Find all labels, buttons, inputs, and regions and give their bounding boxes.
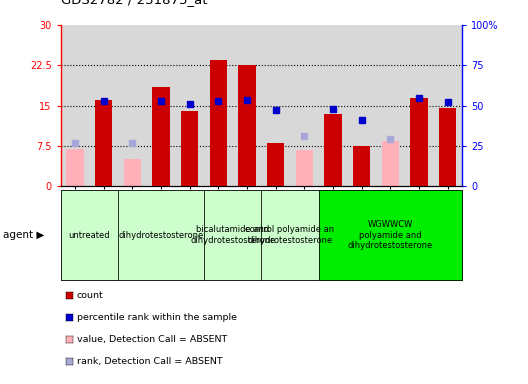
Bar (376, 25, 404, 186)
Text: untreated: untreated (69, 231, 110, 240)
Bar (433, 25, 462, 186)
Text: GDS2782 / 231875_at: GDS2782 / 231875_at (61, 0, 207, 6)
Bar (296, 150, 313, 186)
Text: agent ▶: agent ▶ (3, 230, 44, 240)
Text: WGWWCW
polyamide and
dihydrotestosterone: WGWWCW polyamide and dihydrotestosterone (348, 220, 433, 250)
Text: count: count (77, 291, 103, 300)
Bar (261, 190, 319, 280)
Bar (439, 108, 456, 186)
Bar (239, 65, 256, 186)
Bar (290, 25, 319, 186)
Bar (124, 159, 141, 186)
Bar (267, 143, 284, 186)
Text: control polyamide an
dihydrotestosterone: control polyamide an dihydrotestosterone (246, 225, 335, 245)
Text: value, Detection Call = ABSENT: value, Detection Call = ABSENT (77, 335, 227, 344)
Bar (204, 190, 261, 280)
Bar (233, 25, 261, 186)
Bar (204, 25, 233, 186)
Text: percentile rank within the sample: percentile rank within the sample (77, 313, 237, 322)
Text: rank, Detection Call = ABSENT: rank, Detection Call = ABSENT (77, 357, 222, 366)
Bar (404, 25, 433, 186)
Bar (89, 25, 118, 186)
Bar (118, 25, 147, 186)
Text: bicalutamide and
dihydrotestosterone: bicalutamide and dihydrotestosterone (190, 225, 275, 245)
Bar (175, 25, 204, 186)
Bar (319, 25, 347, 186)
Bar (353, 146, 370, 186)
Bar (181, 111, 199, 186)
Bar (153, 87, 169, 186)
Bar (410, 98, 428, 186)
Bar (382, 141, 399, 186)
Text: dihydrotestosterone: dihydrotestosterone (118, 231, 204, 240)
Bar (61, 190, 118, 280)
Bar (61, 25, 89, 186)
Bar (319, 190, 462, 280)
Bar (347, 25, 376, 186)
Bar (67, 149, 83, 186)
Bar (261, 25, 290, 186)
Bar (147, 25, 175, 186)
Bar (95, 100, 112, 186)
Bar (118, 190, 204, 280)
Bar (324, 114, 342, 186)
Bar (210, 60, 227, 186)
